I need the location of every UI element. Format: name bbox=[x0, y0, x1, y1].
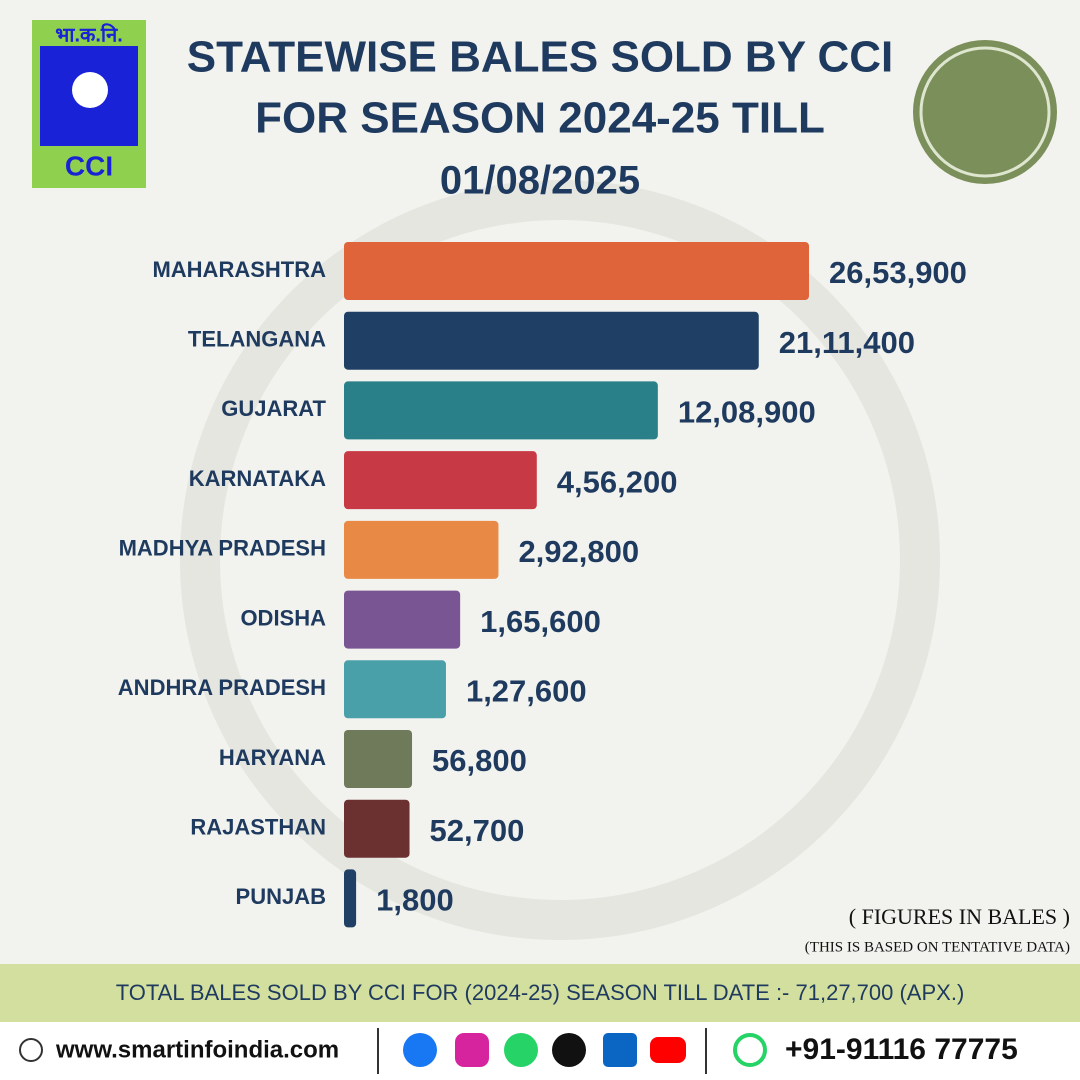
category-label: PUNJAB bbox=[236, 884, 326, 909]
total-band bbox=[0, 964, 1080, 1022]
value-label: 52,700 bbox=[430, 813, 525, 848]
category-label: ANDHRA PRADESH bbox=[118, 675, 326, 700]
bar bbox=[344, 730, 413, 789]
youtube-icon[interactable] bbox=[650, 1037, 686, 1063]
bar bbox=[344, 660, 446, 719]
cci-logo-flower bbox=[72, 72, 108, 108]
whatsapp-icon[interactable] bbox=[504, 1033, 538, 1067]
note: ( FIGURES IN BALES ) bbox=[849, 904, 1070, 929]
bar bbox=[344, 590, 461, 649]
footer bbox=[0, 1022, 1080, 1080]
value-label: 12,08,900 bbox=[678, 395, 816, 430]
subnote: (THIS IS BASED ON TENTATIVE DATA) bbox=[805, 939, 1070, 955]
chart-title: 01/08/2025 bbox=[440, 159, 640, 203]
category-label: HARYANA bbox=[219, 745, 326, 770]
phone-icon bbox=[733, 1033, 767, 1067]
bar bbox=[344, 381, 658, 440]
sis-logo-ring bbox=[919, 46, 1051, 178]
bars: MAHARASHTRA 26,53,900 TELANGANA 21,11,400 GU… bbox=[118, 242, 967, 928]
sis-logo bbox=[913, 40, 1057, 184]
cci-logo-hindi: भा.क.नि. bbox=[55, 22, 123, 46]
bar bbox=[344, 520, 499, 579]
instagram-icon[interactable] bbox=[455, 1033, 489, 1067]
total-text: TOTAL BALES SOLD BY CCI FOR (2024-25) SE… bbox=[116, 980, 965, 1005]
cci-logo-text: CCI bbox=[65, 150, 113, 181]
bar bbox=[344, 311, 759, 370]
x-icon[interactable] bbox=[552, 1033, 586, 1067]
value-label: 4,56,200 bbox=[557, 464, 678, 499]
chart-title: STATEWISE BALES SOLD BY CCI bbox=[187, 33, 894, 82]
value-label: 26,53,900 bbox=[829, 255, 967, 290]
value-label: 2,92,800 bbox=[518, 534, 639, 569]
bar bbox=[344, 799, 410, 858]
globe-icon bbox=[19, 1038, 43, 1062]
category-label: ODISHA bbox=[240, 605, 326, 630]
bar bbox=[344, 242, 809, 300]
category-label: MADHYA PRADESH bbox=[119, 536, 326, 561]
linkedin-icon[interactable] bbox=[603, 1033, 637, 1067]
value-label: 1,27,600 bbox=[466, 673, 587, 708]
website[interactable]: www.smartinfoindia.com bbox=[55, 1036, 339, 1063]
category-label: MAHARASHTRA bbox=[152, 257, 326, 282]
phone[interactable]: +91-91116 77775 bbox=[785, 1033, 1018, 1066]
bar bbox=[344, 869, 357, 928]
facebook-icon[interactable] bbox=[403, 1033, 437, 1067]
value-label: 1,800 bbox=[376, 883, 454, 918]
chart-title: FOR SEASON 2024-25 TILL bbox=[255, 94, 825, 143]
watermark bbox=[180, 180, 940, 940]
category-label: RAJASTHAN bbox=[190, 815, 326, 840]
bar bbox=[344, 451, 537, 510]
category-label: GUJARAT bbox=[221, 396, 326, 421]
category-label: TELANGANA bbox=[188, 327, 326, 352]
value-label: 56,800 bbox=[432, 743, 527, 778]
value-label: 21,11,400 bbox=[779, 325, 915, 360]
category-label: KARNATAKA bbox=[189, 466, 326, 491]
value-label: 1,65,600 bbox=[480, 604, 601, 639]
